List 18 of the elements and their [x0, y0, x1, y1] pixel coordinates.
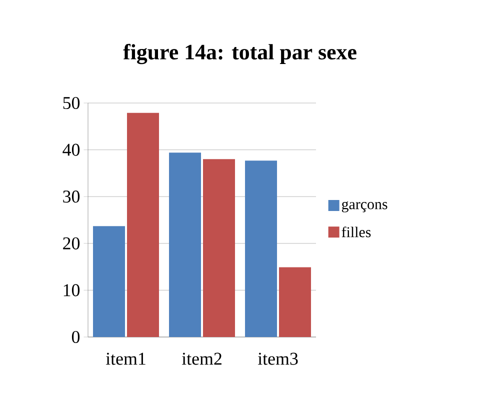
y-tick-label: 20 — [63, 237, 80, 250]
x-tick-label: item1 — [106, 352, 146, 365]
bar — [127, 112, 160, 337]
chart-title: figure 14a: total par sexe — [123, 44, 356, 64]
bar — [169, 152, 202, 337]
bar — [245, 160, 278, 337]
bar — [93, 226, 126, 337]
y-tick-label: 0 — [72, 330, 80, 344]
x-tick-label: item2 — [182, 352, 222, 365]
legend-label: filles — [342, 226, 371, 238]
y-tick-label: 30 — [63, 190, 80, 203]
y-tick-label: 50 — [63, 96, 80, 110]
x-tick-label: item3 — [258, 352, 298, 365]
bar — [203, 159, 236, 337]
legend-label: garçons — [342, 201, 388, 212]
y-tick-label: 10 — [64, 284, 80, 296]
y-tick-label: 40 — [62, 144, 80, 156]
bar — [279, 267, 312, 337]
